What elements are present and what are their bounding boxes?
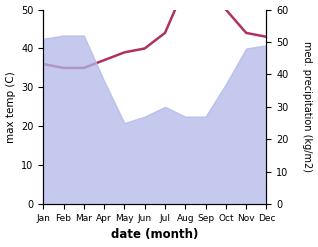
X-axis label: date (month): date (month) [111, 228, 198, 242]
Y-axis label: med. precipitation (kg/m2): med. precipitation (kg/m2) [302, 41, 313, 172]
Y-axis label: max temp (C): max temp (C) [5, 71, 16, 143]
